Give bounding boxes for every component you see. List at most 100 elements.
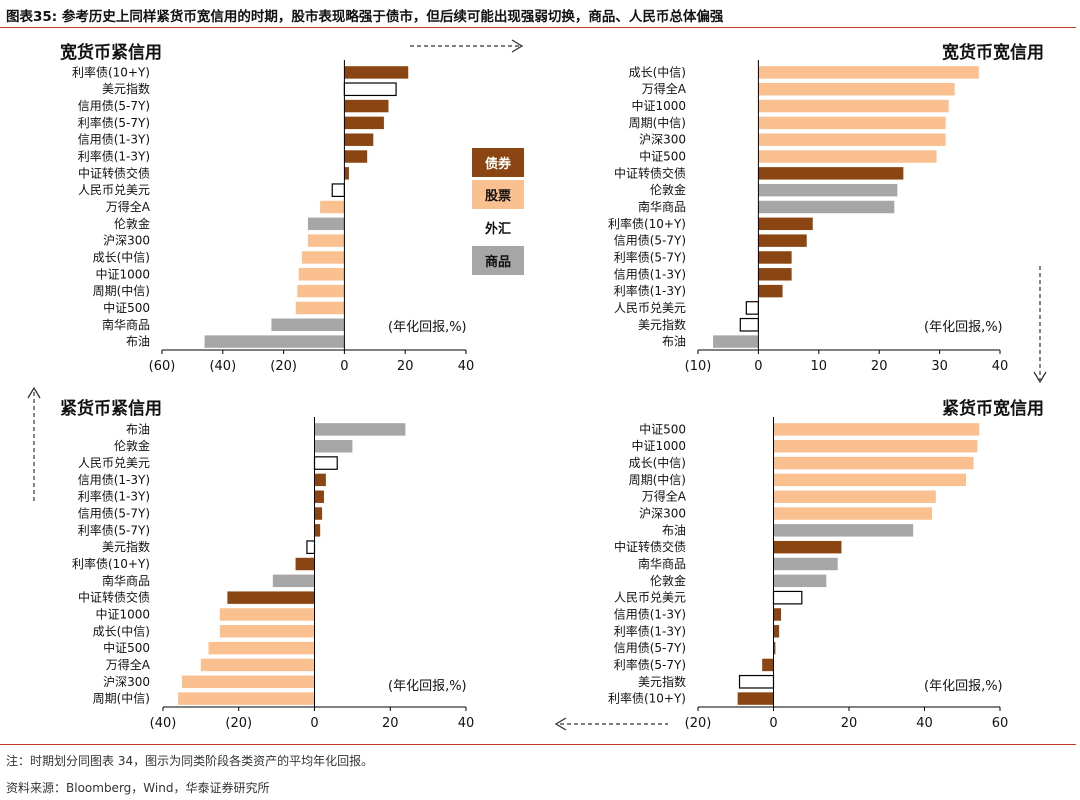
bar (745, 301, 760, 315)
bar (181, 675, 315, 688)
category-label: 利率债(5-7Y) (614, 249, 686, 264)
bar (758, 183, 898, 197)
category-label: 伦敦金 (114, 438, 150, 453)
bar (758, 150, 937, 163)
category-label: 信用债(5-7Y) (614, 641, 686, 655)
bar (314, 423, 406, 436)
bar (773, 524, 914, 537)
category-label: 人民币兑美元 (614, 591, 686, 605)
bar (758, 234, 807, 247)
category-label: 周期(中信) (629, 472, 686, 487)
x-tick-label: 10 (811, 359, 828, 374)
header-divider (0, 27, 1076, 28)
legend-label-equity: 股票 (485, 188, 511, 204)
bar (773, 507, 933, 520)
bar (307, 217, 345, 231)
legend-label-commodity: 商品 (485, 254, 511, 270)
bar (758, 83, 955, 96)
chart-title: 紧货币宽信用 (942, 398, 1044, 419)
bar (314, 490, 324, 503)
cycle-arrows (27, 39, 1047, 731)
unit-label: (年化回报,%) (388, 320, 467, 335)
bar (200, 658, 315, 672)
bar (344, 167, 349, 180)
bar (297, 284, 345, 298)
bar (344, 116, 384, 130)
bar (314, 473, 326, 487)
x-tick-label: (40) (209, 359, 236, 374)
x-tick-label: (60) (149, 359, 176, 374)
bar (227, 591, 315, 604)
x-tick-label: 0 (310, 716, 318, 731)
category-label: 中证1000 (631, 438, 686, 453)
category-label: 万得全A (642, 81, 687, 96)
unit-label: (年化回报,%) (388, 679, 467, 694)
x-tick-label: 20 (382, 716, 399, 731)
x-tick-label: (20) (270, 359, 297, 374)
x-tick-label: 0 (754, 359, 762, 374)
bar (301, 251, 345, 264)
bar (344, 133, 374, 146)
legend-label-bond: 债券 (485, 156, 512, 172)
bar (208, 641, 315, 655)
bar (204, 335, 345, 348)
page-title: 图表35: 参考历史上同样紧货币宽信用的时期，股市表现略强于债市，但后续可能出现… (6, 9, 724, 25)
category-label: 南华商品 (638, 556, 686, 571)
legend-swatch-bond (472, 148, 524, 177)
footer-divider (0, 744, 1076, 745)
bar (758, 167, 904, 180)
category-label: 利率债(5-7Y) (78, 115, 150, 130)
bar (343, 82, 397, 97)
category-label: 成长(中信) (629, 455, 686, 470)
bar (307, 234, 345, 247)
category-label: 布油 (662, 523, 686, 537)
arrow-head-left (27, 386, 41, 399)
category-label: 利率债(10+Y) (72, 556, 150, 571)
bar (773, 440, 978, 453)
category-label: 周期(中信) (629, 115, 686, 130)
bar (758, 116, 946, 130)
category-label: 沪深300 (639, 507, 686, 521)
bar (314, 440, 353, 453)
bar (344, 99, 389, 113)
bar (272, 574, 315, 588)
arrow-head-right (1033, 371, 1047, 384)
bar (320, 200, 345, 214)
chart-title: 紧货币紧信用 (60, 398, 162, 419)
x-tick-label: (10) (685, 359, 712, 374)
x-tick-label: (20) (225, 716, 252, 731)
source-note: 资料来源：Bloomberg，Wind，华泰证券研究所 (6, 781, 270, 795)
category-label: 利率债(10+Y) (72, 64, 150, 79)
category-label: 美元指数 (638, 317, 686, 332)
category-label: 美元指数 (102, 539, 150, 554)
category-label: 沪深300 (103, 675, 150, 689)
category-label: 信用债(5-7Y) (614, 234, 686, 248)
category-label: 中证转债交债 (614, 165, 686, 180)
category-label: 成长(中信) (629, 64, 686, 79)
category-label: 利率债(1-3Y) (614, 283, 686, 298)
category-label: 利率债(1-3Y) (614, 623, 686, 638)
category-label: 中证1000 (631, 98, 686, 113)
category-label: 南华商品 (102, 573, 150, 588)
x-tick-label: 40 (458, 359, 475, 374)
x-tick-label: 0 (769, 716, 777, 731)
category-label: 万得全A (642, 489, 687, 504)
category-label: 中证转债交债 (614, 539, 686, 554)
bar (271, 318, 345, 331)
category-label: 万得全A (106, 657, 151, 672)
category-label: 利率债(1-3Y) (78, 489, 150, 504)
category-label: 利率债(5-7Y) (614, 657, 686, 672)
bar (773, 557, 838, 571)
bar (773, 574, 827, 588)
category-label: 万得全A (106, 199, 151, 214)
category-label: 中证500 (639, 421, 686, 436)
bar (773, 608, 782, 621)
x-tick-label: (20) (685, 716, 712, 731)
bar (773, 473, 967, 487)
category-label: 周期(中信) (93, 691, 150, 706)
bar (739, 317, 760, 332)
bar (737, 692, 774, 705)
category-label: 南华商品 (638, 199, 686, 214)
chart-title: 宽货币紧信用 (60, 42, 162, 63)
